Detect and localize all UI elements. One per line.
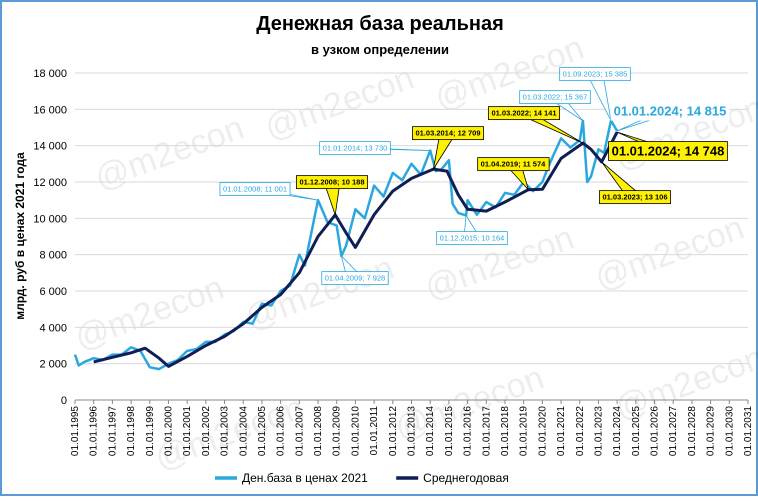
y-tick-label: 16 000 (33, 104, 67, 116)
chart-title: Денежная база реальная (256, 13, 504, 35)
legend-label: Ден.база в ценах 2021 (242, 471, 368, 485)
annotation: 01.12.2015; 10 164 (436, 214, 508, 246)
x-tick-label: 01.01.2026 (650, 406, 661, 456)
annotation-label: 01.03.2014; 12 709 (415, 129, 480, 138)
annotation-label: 01.04.2019; 11 574 (481, 160, 546, 169)
annotation-box (519, 90, 591, 105)
x-tick-label: 01.01.2020 (537, 406, 548, 456)
x-tick-label: 01.01.2028 (687, 406, 698, 456)
annotation-label: 01.03.2022; 15 367 (523, 93, 588, 102)
y-tick-label: 6 000 (39, 286, 67, 298)
annotation-label: 01.12.2015; 10 164 (440, 234, 505, 243)
y-tick-label: 14 000 (33, 141, 67, 153)
annotation-label: 01.12.2008; 10 188 (299, 178, 364, 187)
annotation: 01.03.2022; 14 141 (488, 106, 584, 144)
series-line (93, 131, 619, 368)
x-tick-label: 01.01.1998 (126, 406, 137, 456)
y-tick-label: 4 000 (39, 322, 67, 334)
annotation-box (436, 231, 508, 246)
annotation-box (412, 126, 484, 141)
annotation-box (608, 141, 728, 161)
annotation: 01.03.2014; 12 709 (412, 126, 484, 170)
x-tick-label: 01.01.2007 (294, 406, 305, 456)
x-tick-label: 01.01.2004 (238, 406, 249, 456)
annotation: 01.01.2014; 13 730 (319, 141, 431, 156)
y-tick-label: 2 000 (39, 359, 67, 371)
annotation: 01.04.2019; 11 574 (477, 157, 550, 191)
annotation-box (219, 182, 291, 197)
x-tick-label: 01.01.2019 (519, 406, 530, 456)
legend-label: Среднегодовая (423, 471, 509, 485)
x-tick-label: 01.01.2001 (182, 406, 193, 456)
y-axis-label: млрд. руб в ценах 2021 года (13, 152, 27, 320)
annotation-box (321, 271, 389, 286)
x-tick-label: 01.01.2022 (575, 406, 586, 456)
annotation: 01.04.2009; 7 928 (321, 254, 389, 286)
chart-subtitle: в узком определении (311, 42, 449, 57)
x-tick-label: 01.01.2002 (201, 406, 212, 456)
x-tick-label: 01.01.2018 (500, 406, 511, 456)
annotation: 01.01.2024; 14 815 (610, 101, 730, 132)
y-tick-label: 10 000 (33, 213, 67, 225)
series-line (73, 119, 619, 371)
x-tick-label: 01.01.2012 (388, 406, 399, 456)
x-tick-label: 01.01.1999 (145, 406, 156, 456)
annotation: 01.03.2022; 15 367 (519, 90, 591, 122)
x-tick-label: 01.01.2003 (220, 406, 231, 456)
annotation-label: 01.03.2023; 13 106 (602, 193, 667, 202)
y-tick-label: 0 (61, 395, 67, 407)
annotation-box (559, 67, 631, 82)
annotation-label: 01.01.2014; 13 730 (323, 144, 388, 153)
x-tick-label: 01.01.2029 (706, 406, 717, 456)
x-tick-label: 01.01.1995 (70, 406, 81, 456)
x-tick-label: 01.01.2025 (631, 406, 642, 456)
x-tick-label: 01.01.2010 (350, 406, 361, 456)
x-tick-label: 01.01.2031 (743, 406, 754, 456)
x-tick-label: 01.01.2014 (425, 406, 436, 456)
x-tick-label: 01.01.2030 (724, 406, 735, 456)
annotation-label: 01.01.2008; 11 001 (223, 185, 287, 194)
annotation-box (599, 190, 671, 205)
x-tick-label: 01.01.2006 (276, 406, 287, 456)
x-tick-label: 01.01.2005 (257, 406, 268, 456)
annotation-box (319, 141, 391, 156)
y-tick-label: 8 000 (39, 250, 67, 262)
x-tick-label: 01.01.1996 (89, 406, 100, 456)
x-tick-label: 01.01.2023 (593, 406, 604, 456)
y-tick-label: 18 000 (33, 68, 67, 80)
annotation: 01.09.2023; 15 385 (559, 67, 631, 121)
x-tick-label: 01.01.2000 (163, 406, 174, 456)
x-tick-label: 01.01.2011 (369, 406, 380, 456)
annotation: 01.03.2023; 13 106 (599, 161, 671, 205)
x-tick-label: 01.01.2017 (481, 406, 492, 456)
annotation-label: 01.04.2009; 7 928 (325, 274, 385, 283)
x-tick-label: 01.01.2016 (463, 406, 474, 456)
annotation-label: 01.09.2023; 15 385 (563, 70, 628, 79)
annotation-box (296, 175, 368, 190)
annotation-box (610, 101, 730, 121)
annotation: 01.12.2008; 10 188 (296, 175, 368, 216)
x-tick-label: 01.01.2015 (444, 406, 455, 456)
annotation: 01.01.2008; 11 001 (219, 182, 319, 201)
annotation-box (477, 157, 550, 172)
x-tick-label: 01.01.2024 (612, 406, 623, 456)
x-tick-label: 01.01.2027 (668, 406, 679, 456)
annotation: 01.01.2024; 14 748 (608, 131, 728, 161)
annotation-label: 01.01.2024; 14 815 (614, 104, 727, 119)
annotation-label: 01.03.2022; 14 141 (491, 109, 556, 118)
annotation-label: 01.01.2024; 14 748 (612, 144, 725, 159)
x-tick-label: 01.01.2008 (313, 406, 324, 456)
x-tick-label: 01.01.2013 (407, 406, 418, 456)
annotation-box (488, 106, 560, 121)
y-tick-label: 12 000 (33, 177, 67, 189)
x-tick-label: 01.01.1997 (107, 406, 118, 456)
x-tick-label: 01.01.2021 (556, 406, 567, 456)
x-tick-label: 01.01.2009 (332, 406, 343, 456)
